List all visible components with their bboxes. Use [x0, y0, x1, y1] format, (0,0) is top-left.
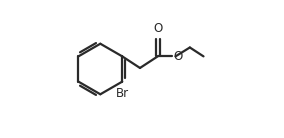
Text: Br: Br	[116, 87, 130, 100]
Text: O: O	[173, 50, 182, 63]
Text: O: O	[153, 22, 162, 35]
